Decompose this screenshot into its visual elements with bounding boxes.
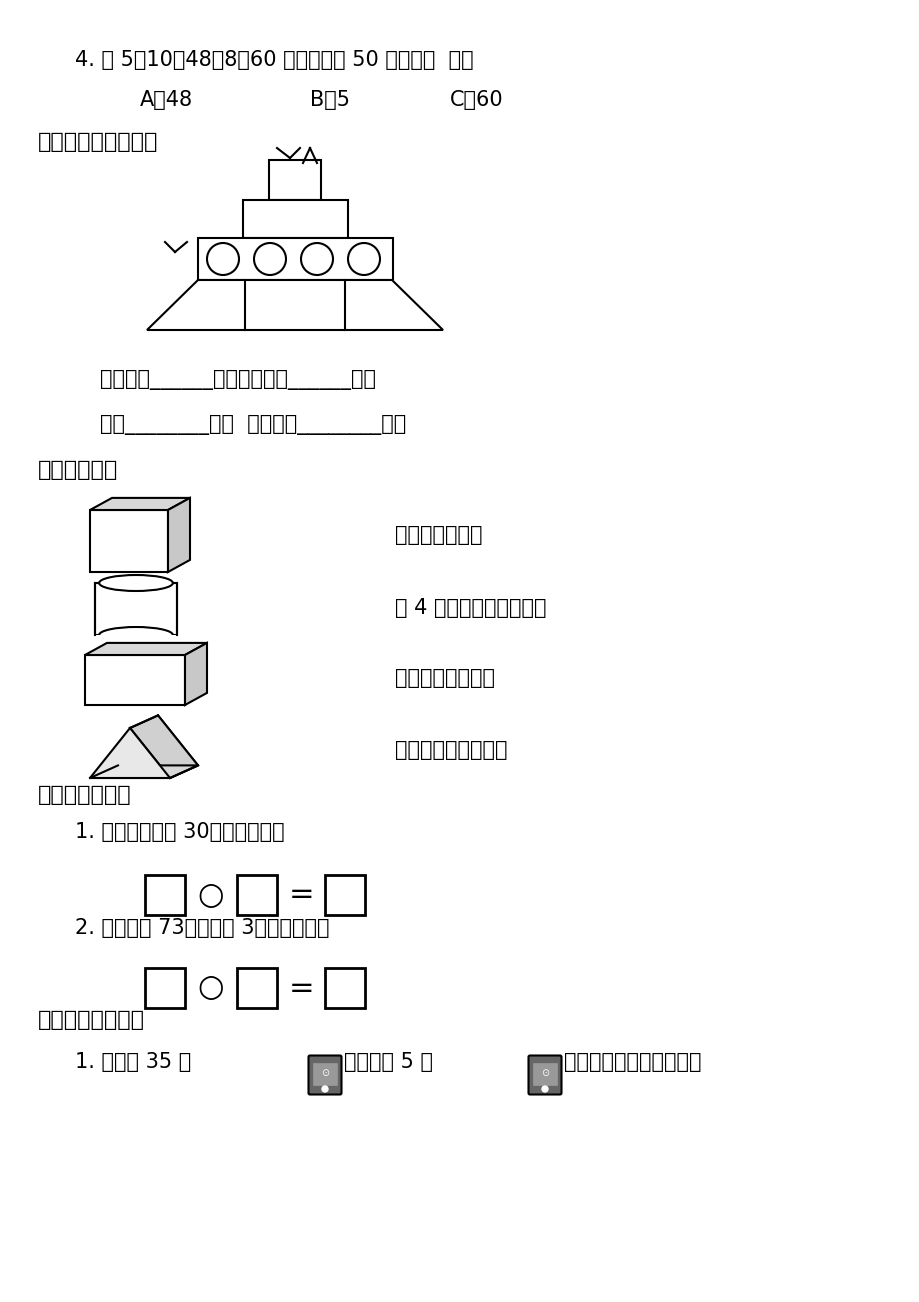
Bar bbox=[268, 160, 321, 201]
Text: 1. 两个加数都是 30，和是多少？: 1. 两个加数都是 30，和是多少？ bbox=[75, 822, 284, 842]
Bar bbox=[95, 583, 176, 635]
Text: 七、列式计算。: 七、列式计算。 bbox=[38, 785, 131, 805]
Circle shape bbox=[207, 243, 239, 275]
Polygon shape bbox=[130, 715, 198, 779]
Text: ，聪聪比小红多多少本？: ，聪聪比小红多多少本？ bbox=[563, 1052, 701, 1072]
Bar bbox=[90, 635, 182, 644]
Text: 五、数一数，填空。: 五、数一数，填空。 bbox=[38, 132, 158, 152]
Polygon shape bbox=[90, 497, 190, 510]
Text: 七、实践与运用。: 七、实践与运用。 bbox=[38, 1010, 145, 1030]
Bar bbox=[237, 967, 277, 1008]
Bar bbox=[145, 875, 185, 915]
Bar bbox=[324, 875, 365, 915]
Text: 圆有________个，  正方形有________个。: 圆有________个， 正方形有________个。 bbox=[100, 415, 406, 435]
Text: 2. 被减数是 73，减数是 3，差是多少？: 2. 被减数是 73，减数是 3，差是多少？ bbox=[75, 918, 329, 937]
FancyBboxPatch shape bbox=[308, 1056, 341, 1095]
Polygon shape bbox=[90, 766, 198, 779]
Text: 有 4 个面是长方形的物体: 有 4 个面是长方形的物体 bbox=[394, 598, 546, 618]
Polygon shape bbox=[85, 643, 207, 655]
Bar bbox=[198, 238, 392, 280]
Text: ⊙: ⊙ bbox=[540, 1068, 549, 1078]
Circle shape bbox=[541, 1086, 548, 1092]
Polygon shape bbox=[147, 280, 443, 329]
Bar bbox=[85, 655, 185, 704]
Text: ，小红有 5 本: ，小红有 5 本 bbox=[344, 1052, 433, 1072]
Text: A、48: A、48 bbox=[140, 90, 193, 109]
Bar bbox=[90, 510, 168, 572]
Text: =: = bbox=[289, 974, 314, 1003]
Bar bbox=[145, 967, 185, 1008]
Text: 六、连一连。: 六、连一连。 bbox=[38, 460, 119, 480]
Text: 都是正方形的物体: 都是正方形的物体 bbox=[394, 668, 494, 687]
Text: =: = bbox=[289, 880, 314, 910]
Circle shape bbox=[254, 243, 286, 275]
Text: 1. 聪聪有 35 本: 1. 聪聪有 35 本 bbox=[75, 1052, 191, 1072]
Polygon shape bbox=[118, 715, 198, 766]
Text: ○: ○ bbox=[197, 880, 223, 910]
Bar bbox=[324, 967, 365, 1008]
Text: ○: ○ bbox=[197, 974, 223, 1003]
FancyBboxPatch shape bbox=[528, 1056, 561, 1095]
Text: 有两个三角形的物体: 有两个三角形的物体 bbox=[394, 740, 507, 760]
Text: 三角形有______个，长方形有______个，: 三角形有______个，长方形有______个， bbox=[100, 370, 376, 391]
Text: C、60: C、60 bbox=[449, 90, 503, 109]
Ellipse shape bbox=[99, 575, 173, 591]
Bar bbox=[312, 1062, 336, 1085]
Text: 4. 在 5、10、48、8、60 中，最接近 50 的数是（  ）。: 4. 在 5、10、48、8、60 中，最接近 50 的数是（ ）。 bbox=[75, 49, 473, 70]
Circle shape bbox=[322, 1086, 328, 1092]
Circle shape bbox=[347, 243, 380, 275]
Circle shape bbox=[301, 243, 333, 275]
Ellipse shape bbox=[99, 628, 173, 643]
Bar bbox=[243, 201, 347, 238]
Text: 有两个圆的物体: 有两个圆的物体 bbox=[394, 525, 482, 546]
Bar bbox=[237, 875, 277, 915]
Polygon shape bbox=[185, 643, 207, 704]
Text: B、5: B、5 bbox=[310, 90, 349, 109]
Bar bbox=[532, 1062, 556, 1085]
Text: ⊙: ⊙ bbox=[321, 1068, 329, 1078]
Polygon shape bbox=[90, 728, 170, 779]
Polygon shape bbox=[168, 497, 190, 572]
